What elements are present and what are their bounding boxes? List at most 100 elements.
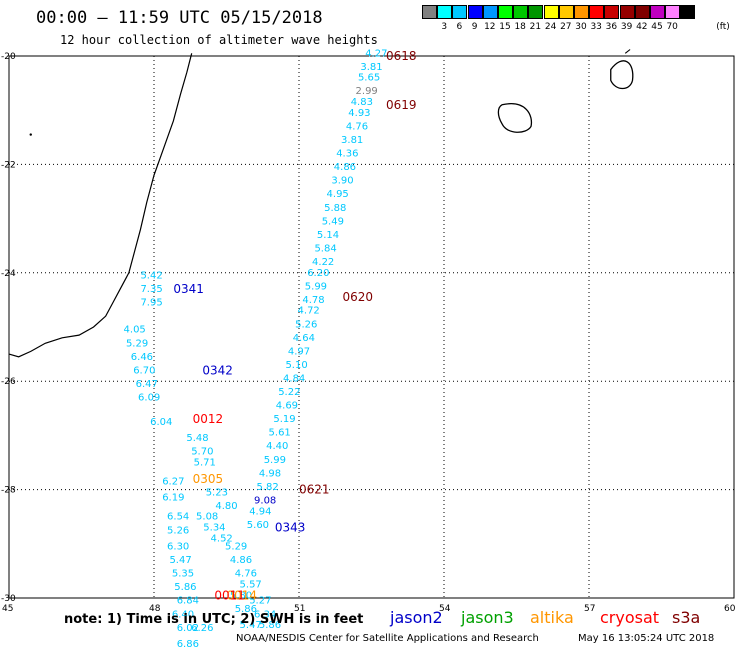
wave-height-value: 4.36 — [336, 149, 358, 160]
pass-time-label: 0343 — [275, 521, 306, 535]
wave-height-value: 5.35 — [172, 569, 194, 580]
legend-swatch — [467, 5, 483, 19]
wave-height-value: 6.30 — [167, 542, 189, 553]
legend-label: 39 — [620, 22, 633, 32]
wave-height-value: 6.09 — [138, 392, 160, 403]
wave-height-value: 5.47 — [240, 620, 262, 631]
legend-label: 18 — [514, 22, 526, 32]
pass-time-label: 0620 — [343, 290, 374, 304]
wave-height-value: 4.64 — [293, 333, 315, 344]
wave-height-value: 5.08 — [196, 512, 218, 523]
y-tick-label: -26 — [1, 377, 16, 387]
wave-height-value: 6.70 — [133, 365, 155, 376]
pass-time-label: 0011 — [214, 588, 245, 602]
legend-swatch — [482, 5, 498, 19]
wave-height-value: 6.47 — [136, 379, 158, 390]
y-tick-label: -24 — [1, 269, 16, 279]
wave-height-value: 5.22 — [278, 387, 300, 398]
legend-swatch — [513, 5, 529, 19]
legend-swatch — [543, 5, 559, 19]
wave-height-value: 5.26 — [295, 319, 317, 330]
legend-swatch — [558, 5, 574, 19]
legend-label: 21 — [529, 22, 542, 32]
wave-height-value: 4.76 — [235, 569, 257, 580]
legend-label: 12 — [484, 22, 496, 32]
wave-height-value: 4.72 — [298, 306, 320, 317]
reunion-island-outline — [497, 103, 533, 133]
legend-label: 3 — [441, 22, 448, 32]
wave-height-value: 5.60 — [247, 520, 269, 531]
wave-height-value: 7.95 — [140, 298, 162, 309]
wave-height-value: 4.98 — [259, 468, 281, 479]
wave-height-value: 5.86 — [259, 620, 281, 631]
legend-label: 6 — [456, 22, 463, 32]
pass-time-label: 0012 — [193, 412, 224, 426]
wave-height-value: 7.35 — [140, 284, 162, 295]
wave-height-value: 6.34 — [254, 609, 276, 620]
wave-height-value: 4.97 — [288, 346, 310, 357]
legend-unit: (ft) — [716, 22, 730, 32]
wave-height-value: 4.52 — [211, 533, 233, 544]
legend-label: 45 — [651, 22, 663, 32]
credit-line: NOAA/NESDIS Center for Satellite Applica… — [236, 633, 539, 644]
wave-height-value: 4.83 — [351, 97, 373, 108]
legend-swatch — [619, 5, 635, 19]
wave-height-value: 6.20 — [307, 268, 329, 279]
legend-label: 36 — [605, 22, 618, 32]
x-tick-label: 51 — [294, 604, 305, 614]
legend-swatch — [528, 5, 544, 19]
legend-swatch — [634, 5, 650, 19]
legend-swatch — [574, 5, 589, 19]
footer-note: note: 1) Time is in UTC; 2) SWH is in fe… — [64, 612, 364, 627]
legend-label: 42 — [636, 22, 648, 32]
legend-swatch — [589, 5, 605, 19]
wave-height-value: 6.26 — [191, 623, 213, 634]
wave-height-value: 4.22 — [312, 257, 334, 268]
pass-time-label: 0619 — [386, 98, 417, 112]
pass-time-label: 0621 — [299, 483, 330, 497]
y-tick-label: -22 — [1, 160, 16, 170]
wave-height-value: 6.02 — [177, 623, 199, 634]
wave-height-value: 6.04 — [150, 417, 172, 428]
satellite-name-jason2: jason2 — [390, 608, 443, 627]
wave-height-value: 4.78 — [302, 295, 324, 306]
wave-height-value: 5.61 — [269, 428, 291, 439]
wave-height-value: 6.19 — [162, 493, 184, 504]
wave-height-value: 4.69 — [276, 401, 298, 412]
legend-swatch — [680, 5, 696, 19]
wave-height-value: 3.90 — [331, 176, 353, 187]
legend-swatch — [452, 5, 468, 19]
legend-swatch — [422, 5, 437, 19]
wave-height-value: 5.26 — [167, 525, 189, 536]
legend-label: 27 — [560, 22, 572, 32]
wave-height-value: 5.23 — [206, 487, 228, 498]
wave-height-value: 5.42 — [140, 271, 162, 282]
wave-height-value: 5.27 — [249, 596, 271, 607]
wave-height-value: 5.57 — [240, 579, 262, 590]
map-title: 00:00 – 11:59 UTC 05/15/2018 — [36, 8, 323, 28]
satellite-name-altika: altika — [530, 608, 574, 627]
legend-swatch — [665, 5, 681, 19]
y-tick-label: -28 — [1, 486, 16, 496]
x-tick-label: 57 — [584, 604, 595, 614]
wave-height-value: 4.86 — [230, 555, 252, 566]
wave-height-value: 4.40 — [266, 441, 288, 452]
wave-height-value: 5.14 — [317, 230, 339, 241]
legend-label: 9 — [471, 22, 478, 32]
pass-time-label: 0014 — [227, 588, 258, 602]
wave-height-value: 6.86 — [177, 639, 199, 650]
map-frame — [8, 55, 735, 599]
islet-marker — [29, 133, 32, 136]
wave-height-value: 5.80 — [230, 590, 252, 601]
wave-height-value: 5.86 — [174, 582, 196, 593]
pass-time-label: 0341 — [173, 282, 204, 296]
wave-height-value: 2.99 — [356, 86, 378, 97]
pass-time-label: 0305 — [193, 472, 224, 486]
legend-swatch — [604, 5, 620, 19]
wave-height-value: 5.48 — [186, 433, 208, 444]
generated-timestamp: May 16 13:05:24 UTC 2018 — [578, 633, 715, 644]
wave-height-value: 4.93 — [348, 108, 370, 119]
legend-label: 15 — [499, 22, 511, 32]
wave-height-value: 4.27 — [365, 48, 387, 59]
